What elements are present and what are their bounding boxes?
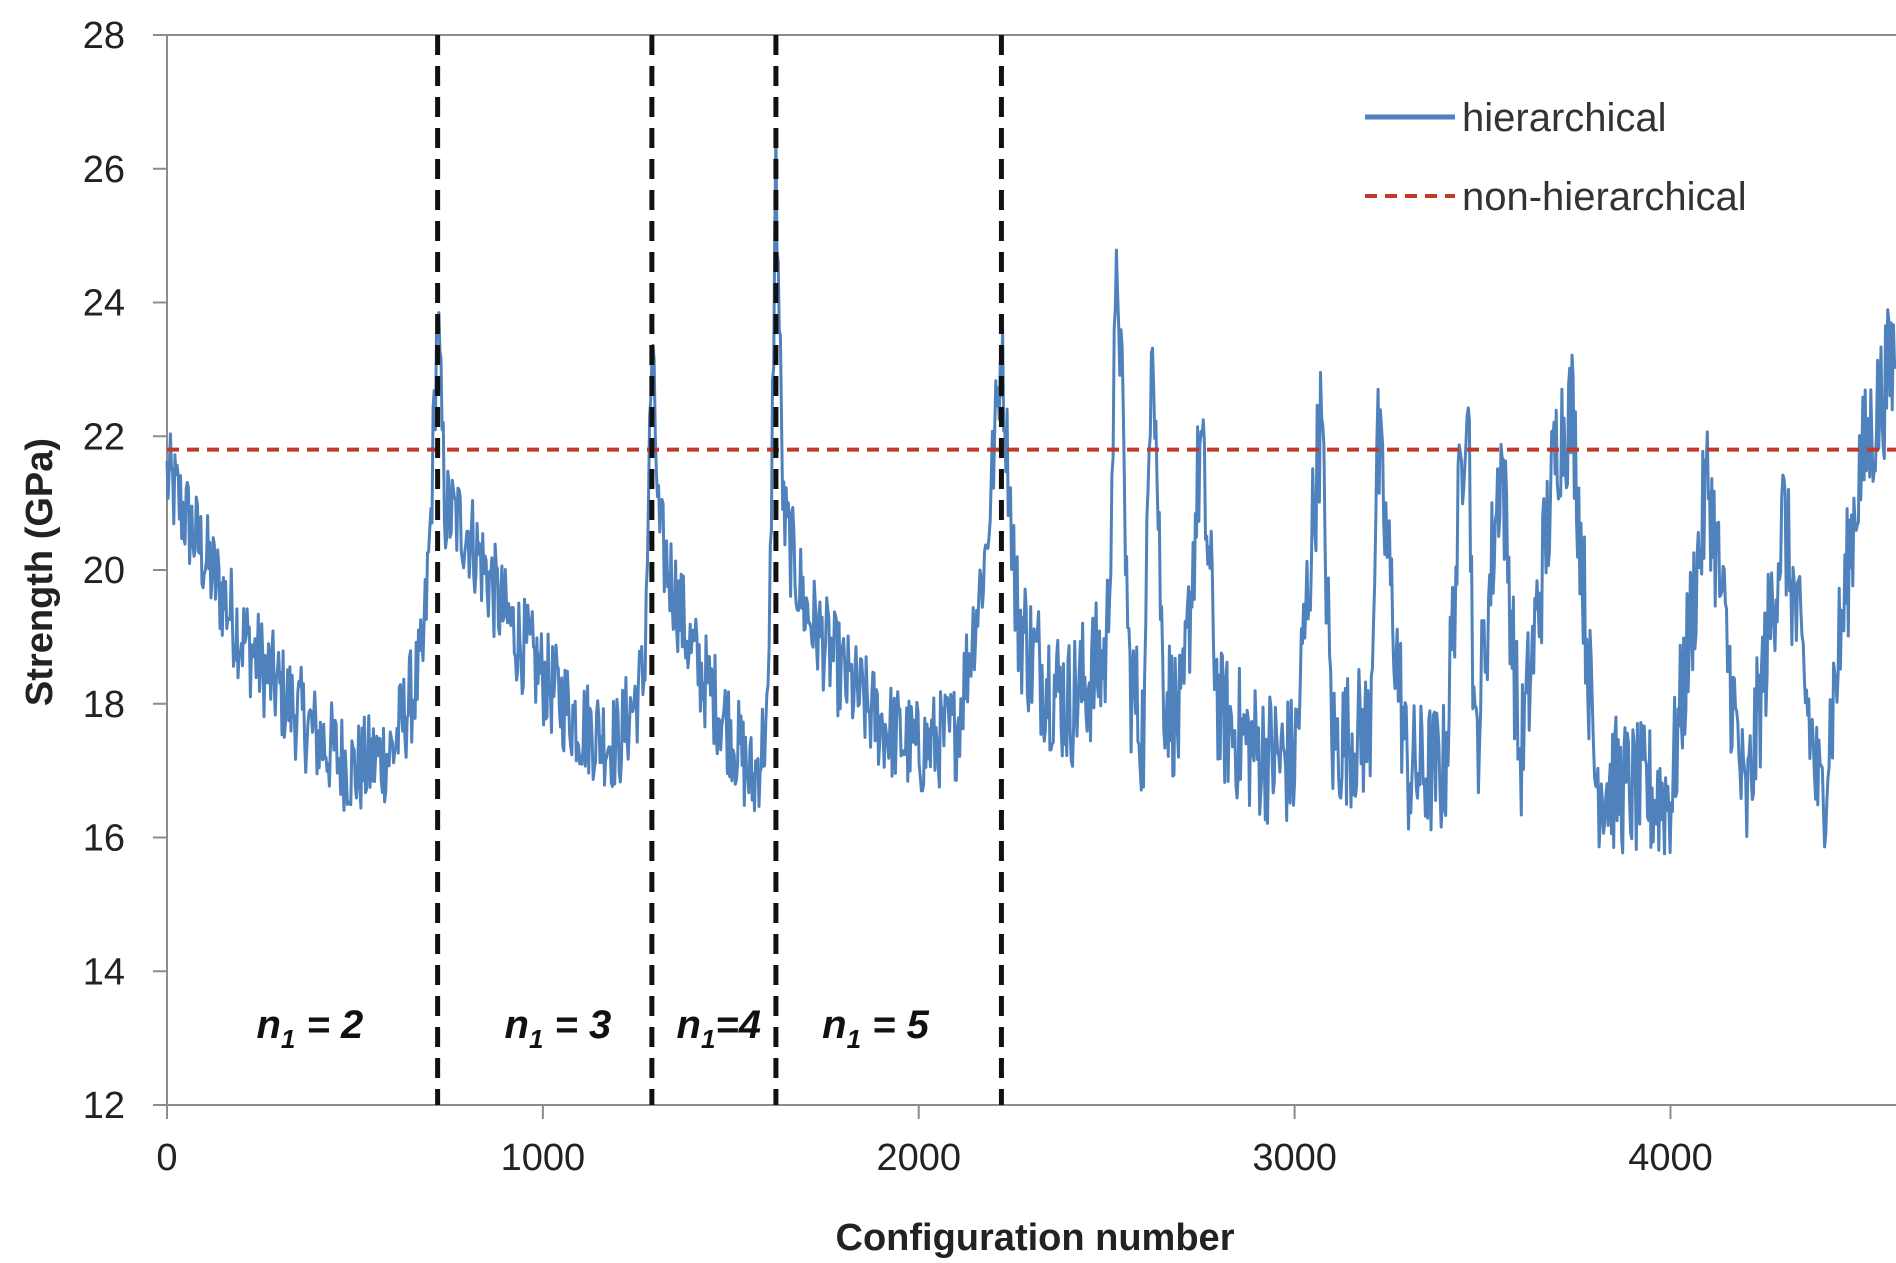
legend-label-non-hierarchical: non-hierarchical (1462, 175, 1747, 219)
plot-area: 12 14 16 18 20 22 24 26 28 0 1000 2000 3000 4000 n1 = … (83, 15, 1896, 1179)
legend: hierarchical non-hierarchical (1365, 96, 1747, 219)
x-tick-label: 4000 (1628, 1137, 1713, 1179)
x-tick-label: 2000 (876, 1137, 961, 1179)
y-tick-label: 20 (83, 550, 125, 592)
hierarchical-series-line (165, 131, 1896, 856)
y-tick-label: 28 (83, 15, 125, 57)
x-tick-label: 1000 (501, 1137, 586, 1179)
y-tick-label: 14 (83, 951, 125, 993)
region-label: n1 = 3 (505, 1003, 612, 1054)
region-label: n1 = 2 (256, 1003, 363, 1054)
region-label: n1=4 (677, 1003, 762, 1054)
y-tick-label: 24 (83, 283, 125, 325)
y-tick-label: 12 (83, 1085, 125, 1127)
x-tick-label: 3000 (1252, 1137, 1337, 1179)
y-axis-title: Strength (GPa) (19, 438, 61, 706)
x-axis-title: Configuration number (836, 1217, 1235, 1259)
y-tick-label: 22 (83, 416, 125, 458)
x-tick-label: 0 (156, 1137, 177, 1179)
region-label: n1 = 5 (822, 1003, 929, 1054)
legend-label-hierarchical: hierarchical (1462, 96, 1667, 140)
y-tick-label: 18 (83, 684, 125, 726)
y-tick-label: 16 (83, 818, 125, 860)
y-tick-label: 26 (83, 149, 125, 191)
